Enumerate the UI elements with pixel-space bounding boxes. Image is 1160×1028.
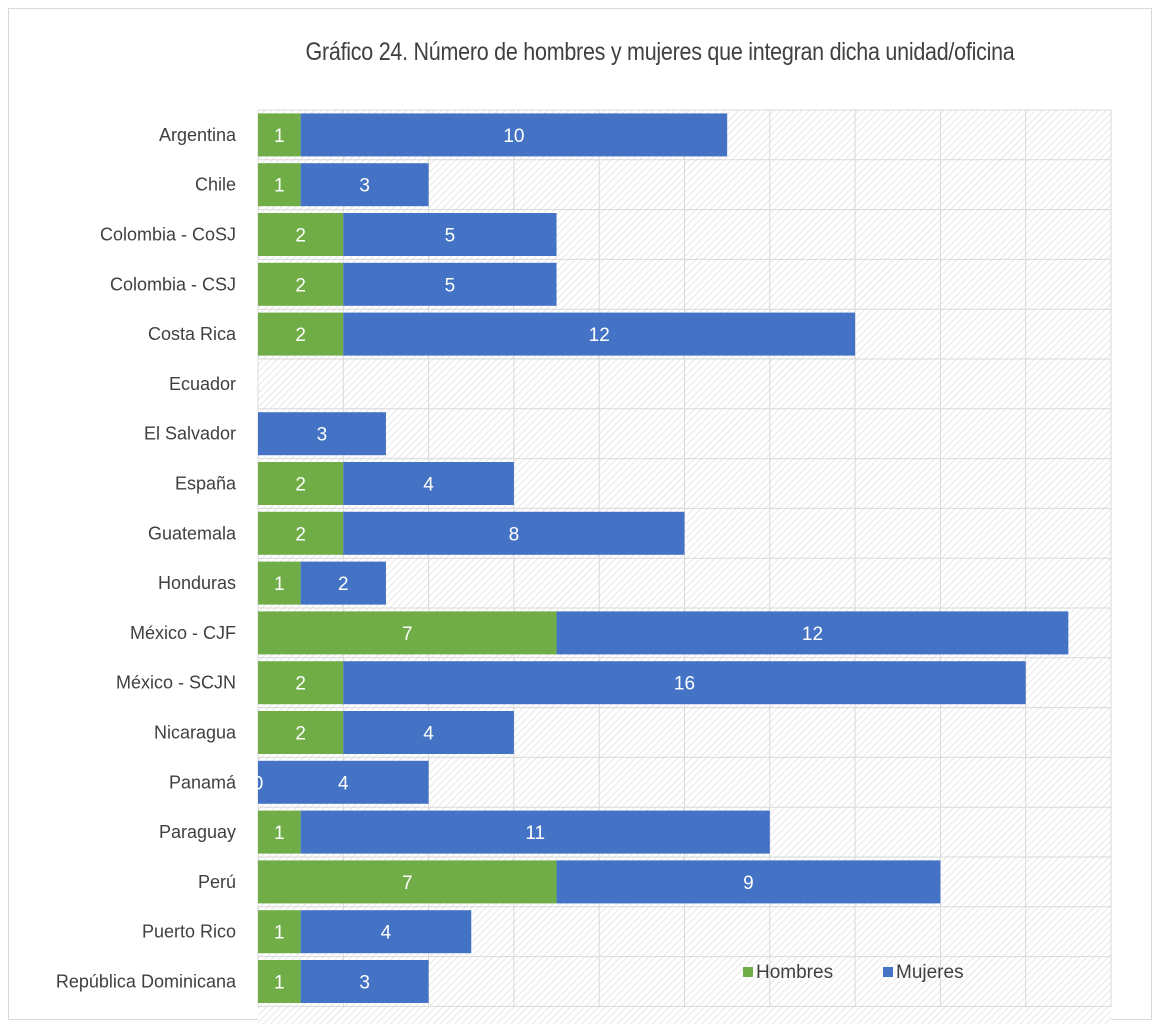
category-label: Panamá	[169, 772, 237, 792]
category-label: Colombia - CoSJ	[100, 225, 236, 245]
hombres-value-label: 1	[274, 176, 285, 197]
category-label: México - SCJN	[116, 673, 236, 693]
mujeres-value-label: 4	[423, 724, 434, 745]
category-label: México - CJF	[130, 623, 236, 643]
mujeres-bar	[258, 760, 429, 804]
category-label: República Dominicana	[56, 972, 237, 992]
bars	[258, 113, 1069, 1003]
hombres-bar	[258, 711, 344, 754]
mujeres-value-label: 3	[359, 973, 370, 994]
hombres-value-label: 2	[295, 275, 306, 296]
hombres-value-label: 1	[274, 823, 285, 844]
gridlines	[257, 109, 1112, 1008]
mujeres-value-label: 5	[445, 275, 456, 296]
hombres-value-label: 2	[295, 475, 306, 496]
hombres-value-label: 1	[274, 574, 285, 595]
hombres-value-label: 1	[274, 923, 285, 944]
hombres-bar	[258, 910, 301, 954]
mujeres-value-label: 3	[359, 176, 370, 197]
legend-swatch-hombres	[743, 967, 753, 977]
mujeres-bar	[300, 960, 429, 1003]
hombres-bar	[258, 860, 557, 904]
category-label: Chile	[195, 175, 236, 195]
mujeres-value-label: 11	[525, 823, 545, 844]
hombres-bar	[258, 661, 344, 705]
mujeres-bar	[300, 163, 429, 207]
hombres-value-label: 7	[402, 624, 413, 645]
hombres-bar	[258, 561, 301, 605]
legend-label-mujeres: Mujeres	[896, 962, 964, 983]
mujeres-value-label: 12	[589, 325, 610, 346]
mujeres-value-label: 12	[802, 624, 823, 645]
category-label: Argentina	[159, 125, 237, 145]
hombres-value-label: 1	[274, 126, 285, 147]
mujeres-bar	[343, 511, 685, 555]
legend: Hombres Mujeres	[743, 962, 964, 983]
hombres-value-label: 2	[295, 325, 306, 346]
mujeres-value-label: 8	[509, 524, 520, 545]
category-label: Puerto Rico	[142, 922, 236, 942]
category-label: Guatemala	[148, 523, 237, 543]
hombres-value-label: 2	[295, 724, 306, 745]
hombres-bar	[258, 213, 344, 256]
category-label: Honduras	[158, 573, 236, 593]
category-label: Costa Rica	[148, 324, 237, 344]
hombres-bar	[258, 262, 344, 306]
hombres-bar	[258, 312, 344, 356]
category-label: Nicaragua	[154, 723, 237, 743]
mujeres-bar	[343, 462, 514, 505]
mujeres-value-label: 3	[317, 425, 328, 446]
category-label: Ecuador	[169, 374, 236, 394]
mujeres-bar	[343, 711, 514, 754]
mujeres-bar	[343, 661, 1026, 705]
mujeres-value-label: 4	[338, 773, 349, 794]
mujeres-value-label: 16	[674, 674, 695, 695]
mujeres-bar	[343, 262, 557, 306]
mujeres-bar	[556, 611, 1069, 655]
mujeres-value-label: 4	[381, 923, 392, 944]
category-label: Colombia - CSJ	[110, 274, 236, 294]
mujeres-bar	[556, 860, 941, 904]
hombres-bar	[258, 163, 301, 207]
mujeres-bar	[300, 561, 386, 605]
legend-label-hombres: Hombres	[756, 962, 833, 983]
legend-swatch-mujeres	[883, 967, 893, 977]
mujeres-bar	[343, 312, 856, 356]
hombres-bar	[258, 810, 301, 854]
category-label: Perú	[198, 872, 236, 892]
category-label: Paraguay	[159, 822, 236, 842]
mujeres-value-label: 10	[503, 126, 524, 147]
hombres-bar	[258, 611, 557, 655]
mujeres-value-label: 9	[743, 873, 754, 894]
hombres-bar	[258, 511, 344, 555]
hombres-value-label: 2	[295, 524, 306, 545]
hombres-bar	[258, 462, 344, 505]
mujeres-bar	[343, 213, 557, 256]
mujeres-value-label: 5	[445, 226, 456, 247]
category-labels: Argentina Chile Colombia - CoSJ Colombia - …	[56, 125, 237, 992]
hombres-value-label: 1	[274, 973, 285, 994]
mujeres-value-label: 4	[423, 475, 434, 496]
hombres-value-label: 2	[295, 226, 306, 247]
category-label: España	[175, 474, 237, 494]
mujeres-bar	[300, 113, 728, 157]
chart-title: Gráfico 24. Número de hombres y mujeres …	[305, 38, 1015, 66]
mujeres-bar	[300, 810, 770, 854]
hombres-value-label: 0	[253, 773, 264, 794]
mujeres-bar	[258, 412, 386, 456]
mujeres-value-label: 2	[338, 574, 349, 595]
hombres-bar	[258, 113, 301, 157]
hombres-bar	[258, 960, 301, 1003]
hombres-value-label: 7	[402, 873, 413, 894]
mujeres-bar	[300, 910, 472, 954]
category-label: El Salvador	[144, 424, 236, 444]
hombres-value-label: 2	[295, 674, 306, 695]
